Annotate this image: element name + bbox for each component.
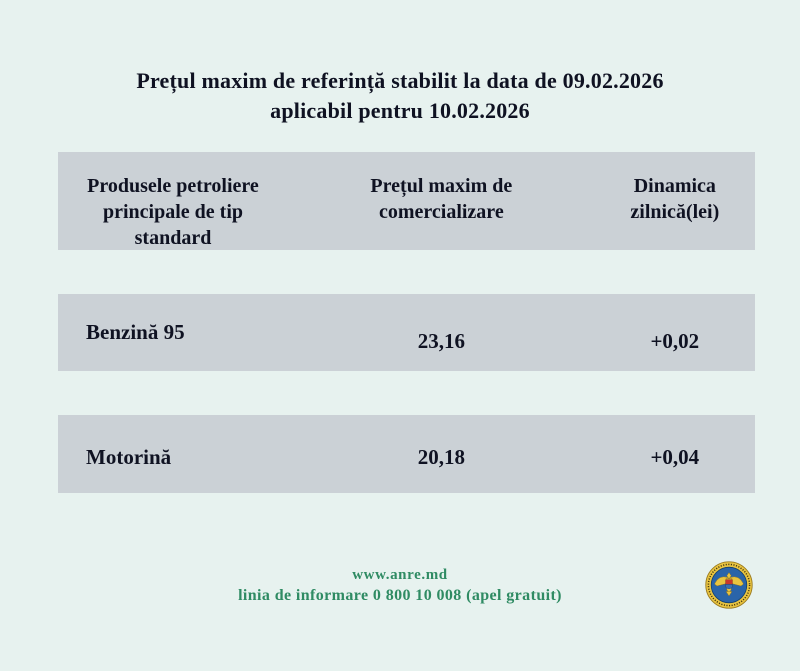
price-table: Produsele petroliere principale de tip s… <box>58 152 755 537</box>
header-max-price: Prețul maxim de comercializare <box>370 175 513 223</box>
product-price: 23,16 <box>417 329 465 353</box>
page-title-line-1: Prețul maxim de referință stabilit la da… <box>136 68 664 93</box>
product-dynamic: +0,02 <box>650 329 700 353</box>
table-header-row: Produsele petroliere principale de tip s… <box>58 152 755 250</box>
header-products: Produsele petroliere principale de tip s… <box>87 175 259 249</box>
page-title: Prețul maxim de referință stabilit la da… <box>0 66 800 126</box>
header-daily-dynamic: Dinamica zilnică(lei) <box>630 175 720 223</box>
product-dynamic: +0,04 <box>650 444 700 469</box>
info-line-text: linia de informare 0 800 10 008 (apel gr… <box>238 587 562 604</box>
product-name: Motorină <box>86 444 172 469</box>
footer: www.anre.md linia de informare 0 800 10 … <box>0 566 800 607</box>
website-text: www.anre.md <box>352 567 448 583</box>
table-row-motorina: Motorină 20,18 +0,04 <box>58 415 755 493</box>
product-price: 20,18 <box>417 444 465 469</box>
product-name: Benzină 95 <box>86 320 185 344</box>
page-title-line-2: aplicabil pentru 10.02.2026 <box>270 98 530 123</box>
anre-emblem-icon <box>705 561 753 609</box>
table-row-benzina: Benzină 95 23,16 +0,02 <box>58 294 755 371</box>
